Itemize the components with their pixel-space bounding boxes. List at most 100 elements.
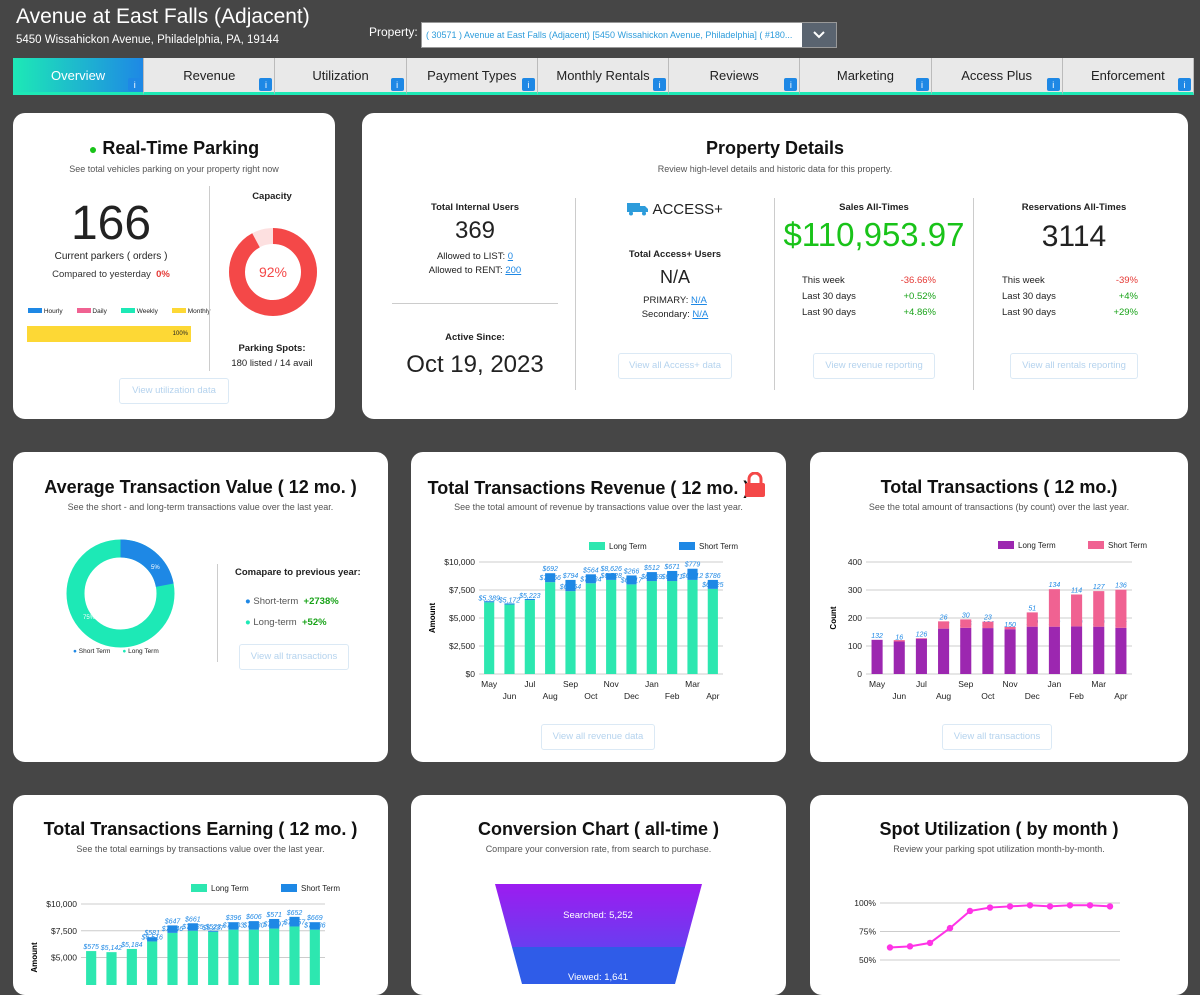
view-utilization-button[interactable]: View utilization data — [119, 378, 229, 404]
funnel-stage-searched — [495, 884, 702, 947]
allowed-list-link[interactable]: 0 — [507, 251, 514, 262]
data-label: $794 — [562, 573, 579, 580]
y-tick-label: 100 — [848, 641, 862, 651]
divider — [774, 198, 775, 390]
data-label: $5,389 — [477, 595, 500, 602]
info-icon[interactable]: i — [521, 78, 535, 91]
tab-access-plus[interactable]: Access Plus i — [931, 58, 1063, 95]
capacity-label: Capacity — [252, 191, 292, 202]
x-tick-label: Jul — [916, 679, 927, 689]
property-details-card: Property Details Review high-level detai… — [362, 113, 1188, 419]
conversion-card: Conversion Chart ( all-time ) Compare yo… — [411, 795, 786, 995]
funnel-stage-viewed — [512, 947, 685, 984]
x-tick-label: Dec — [624, 691, 640, 701]
tab-marketing[interactable]: Marketing i — [800, 58, 932, 95]
primary-link[interactable]: N/A — [691, 295, 707, 306]
data-label: $523 — [204, 924, 221, 931]
bar-long-term — [1026, 626, 1038, 674]
view-revenue-data-button[interactable]: View all revenue data — [541, 724, 655, 750]
chevron-down-icon[interactable] — [802, 23, 836, 47]
atv-legend: ● Short Term ● Long Term — [73, 648, 159, 655]
property-select-value: ( 30571 ) Avenue at East Falls (Adjacent… — [426, 30, 793, 40]
x-tick-label: Jun — [892, 691, 906, 701]
y-tick-label: 100% — [854, 898, 876, 908]
data-label: $692 — [541, 566, 558, 573]
bar-long-term — [309, 929, 320, 985]
y-tick-label: $5,000 — [449, 613, 475, 623]
info-icon[interactable]: i — [915, 78, 929, 91]
lock-icon[interactable] — [744, 472, 766, 498]
data-label: 132 — [871, 633, 883, 640]
ttr-title: Total Transactions Revenue ( 12 mo. ) — [427, 478, 750, 498]
tab-reviews[interactable]: Reviews i — [669, 58, 801, 95]
bar-long-term — [1048, 626, 1060, 674]
bar-short-term — [646, 572, 657, 582]
allowed-rent-link[interactable]: 200 — [505, 265, 522, 276]
data-label: $575 — [82, 944, 99, 951]
bar-short-term — [309, 922, 320, 930]
access-plus-logo: ACCESS+ — [575, 201, 775, 218]
info-icon[interactable]: i — [128, 78, 142, 91]
data-label: $5,223 — [518, 593, 541, 600]
bar-long-term — [147, 941, 158, 985]
x-tick-label: Jan — [1048, 679, 1062, 689]
data-label: 51 — [1028, 605, 1036, 612]
bar-short-term — [667, 570, 678, 582]
tab-utilization[interactable]: Utilization i — [275, 58, 407, 95]
viewed-label: Viewed: 1,641 — [568, 972, 628, 983]
view-all-transactions-button-2[interactable]: View all transactions — [942, 724, 1052, 750]
spot-chart: 50% 75% 100% — [854, 898, 1120, 965]
x-tick-label: Apr — [706, 691, 719, 701]
tab-payment-types[interactable]: Payment Types i — [406, 58, 538, 95]
legend-swatch — [191, 884, 207, 892]
info-icon[interactable]: i — [653, 78, 667, 91]
revenue-chart: $0 $2,500 $5,000 $7,500 $10,000 Amount Long Te… — [428, 542, 738, 701]
transactions-chart: 0 100 200 300 400 Count Long Term Short Term 132… — [829, 541, 1147, 701]
parking-type-bar: 100% — [27, 326, 191, 342]
view-revenue-reporting-button[interactable]: View revenue reporting — [813, 353, 935, 379]
bar-short-term — [1048, 589, 1060, 627]
bar-short-term — [228, 922, 239, 930]
tab-enforcement[interactable]: Enforcement i — [1062, 58, 1194, 95]
property-select[interactable]: ( 30571 ) Avenue at East Falls (Adjacent… — [421, 22, 837, 48]
tab-revenue[interactable]: Revenue i — [144, 58, 276, 95]
view-all-transactions-button[interactable]: View all transactions — [239, 644, 349, 670]
info-icon[interactable]: i — [390, 78, 404, 91]
info-icon[interactable]: i — [1177, 78, 1191, 91]
bar-short-term — [707, 579, 718, 589]
legend-long-term: ● Long Term — [122, 648, 159, 655]
property-label: Property: — [369, 25, 418, 39]
info-icon[interactable]: i — [784, 78, 798, 91]
tab-monthly-rentals[interactable]: Monthly Rentals i — [537, 58, 670, 95]
info-icon[interactable]: i — [1046, 78, 1060, 91]
data-label: 136 — [1115, 583, 1127, 590]
y-tick-label: $7,500 — [51, 926, 77, 936]
data-label: $647 — [164, 918, 182, 925]
y-tick-label: 0 — [857, 669, 862, 679]
utilization-point — [986, 904, 994, 911]
legend-short-term: ● Short Term — [73, 648, 111, 655]
data-label: $581 — [143, 930, 160, 937]
view-access-button[interactable]: View all Access+ data — [618, 353, 732, 379]
legend-label: Short Term — [699, 542, 738, 551]
live-dot-icon: ● — [88, 141, 98, 157]
tab-overview[interactable]: Overview i — [13, 58, 145, 95]
access-users-value: N/A — [659, 267, 690, 287]
bar-long-term — [960, 627, 972, 674]
bar-short-term — [1115, 589, 1127, 628]
x-tick-label: Aug — [936, 691, 951, 701]
info-icon[interactable]: i — [259, 78, 273, 91]
utilization-point — [1026, 902, 1034, 909]
data-label: 127 — [1093, 584, 1106, 591]
tab-bar: Overview i Revenue i Utilization i Payment … — [13, 58, 1194, 95]
data-label: 134 — [1049, 582, 1061, 589]
secondary-link[interactable]: N/A — [692, 309, 709, 320]
atv-donut: 5% 75% — [66, 539, 175, 648]
x-tick-label: May — [481, 679, 498, 689]
view-rentals-reporting-button[interactable]: View all rentals reporting — [1010, 353, 1138, 379]
legend-label: Short Term — [1108, 541, 1147, 550]
sales-value: $110,953.97 — [783, 216, 965, 253]
utilization-line — [889, 904, 1111, 949]
bar-long-term — [1093, 626, 1105, 674]
bar-long-term — [646, 581, 657, 674]
